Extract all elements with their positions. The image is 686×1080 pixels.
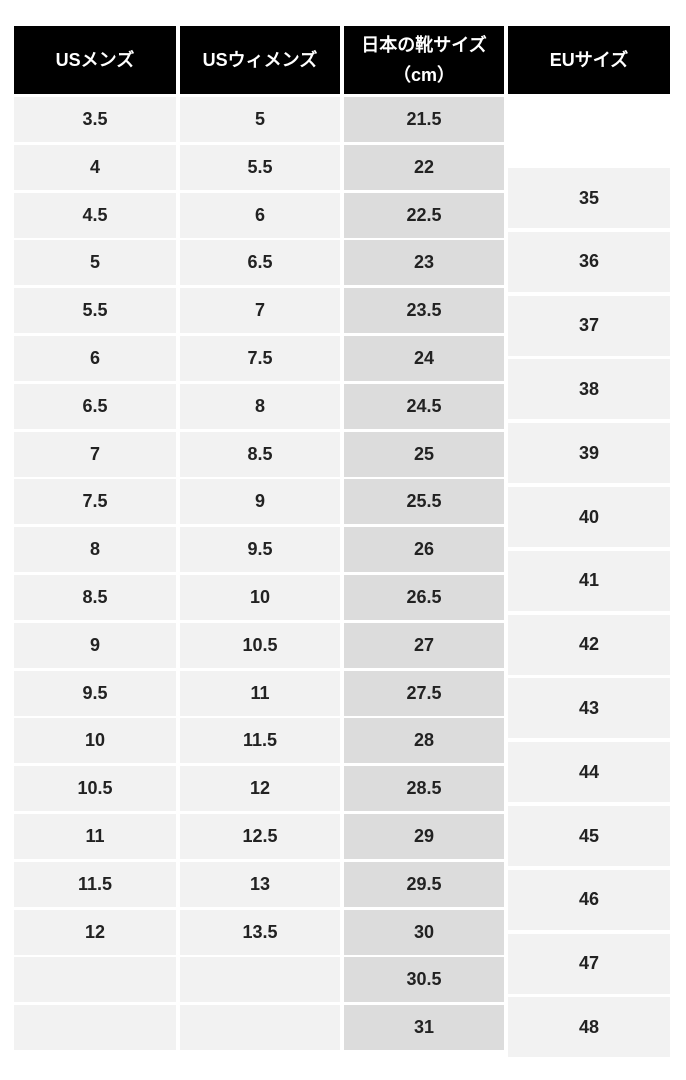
cell-us-mens: 11 (14, 814, 176, 859)
cell-eu: 36 (508, 231, 670, 292)
cell-japan-cm: 28 (344, 718, 504, 764)
cell-eu: 47 (508, 933, 670, 994)
header-label: EUサイズ (549, 50, 629, 70)
cell-us-womens: 9 (180, 479, 340, 525)
cell-eu: 45 (508, 806, 670, 866)
cell-eu: 48 (508, 997, 670, 1058)
cell-japan-cm: 21.5 (344, 97, 504, 142)
cell-japan-cm: 30 (344, 909, 504, 955)
cell-us-womens: 12 (180, 766, 340, 812)
cell-eu: 35 (508, 168, 670, 228)
cell-japan-cm: 25 (344, 431, 504, 477)
cell-eu: 38 (508, 359, 670, 420)
cell-us-womens: 7.5 (180, 336, 340, 381)
cell-us-mens: 12 (14, 909, 176, 955)
cell-us-mens: 5 (14, 240, 176, 286)
cell-us-womens: 11.5 (180, 718, 340, 764)
cell-us-womens: 5 (180, 97, 340, 142)
cell-eu: 39 (508, 423, 670, 484)
cell-us-womens: 8 (180, 383, 340, 429)
cell-us-mens: 8.5 (14, 575, 176, 620)
cell-us-womens: 13 (180, 861, 340, 907)
header-label: USウィメンズ (202, 50, 318, 70)
cell-us-womens: 5.5 (180, 144, 340, 190)
cell-japan-cm: 22.5 (344, 192, 504, 238)
cell-japan-cm: 23.5 (344, 288, 504, 334)
header-us-mens: USメンズ (14, 26, 176, 94)
cell-us-mens: 10 (14, 718, 176, 764)
cell-us-womens: 10.5 (180, 622, 340, 668)
cell-us-womens: 6.5 (180, 240, 340, 286)
header-us-womens: USウィメンズ (180, 26, 340, 94)
cell-us-mens (14, 1005, 176, 1051)
cell-us-womens: 10 (180, 575, 340, 620)
cell-us-mens: 10.5 (14, 766, 176, 812)
cell-us-womens: 12.5 (180, 814, 340, 859)
cell-us-mens: 4 (14, 144, 176, 190)
cell-japan-cm: 24 (344, 336, 504, 381)
cell-eu: 40 (508, 487, 670, 547)
cell-eu: 46 (508, 869, 670, 930)
cell-us-womens: 8.5 (180, 431, 340, 477)
cell-eu: 37 (508, 295, 670, 356)
cell-eu: 44 (508, 742, 670, 803)
header-eu: EUサイズ (508, 26, 670, 94)
cell-us-mens: 11.5 (14, 861, 176, 907)
cell-eu: 43 (508, 678, 670, 739)
cell-japan-cm: 28.5 (344, 766, 504, 812)
cell-japan-cm: 31 (344, 1005, 504, 1051)
cell-japan-cm: 22 (344, 144, 504, 190)
header-unit: （cm） (392, 65, 455, 85)
header-label: 日本の靴サイズ (361, 35, 487, 55)
header-label: USメンズ (55, 50, 135, 70)
cell-japan-cm: 30.5 (344, 957, 504, 1003)
cell-us-womens: 13.5 (180, 909, 340, 955)
cell-us-womens: 11 (180, 670, 340, 716)
cell-us-womens: 6 (180, 192, 340, 238)
cell-eu: 41 (508, 550, 670, 611)
cell-us-womens: 7 (180, 288, 340, 334)
cell-us-mens (14, 957, 176, 1003)
cell-us-mens: 9 (14, 622, 176, 668)
cell-us-mens: 3.5 (14, 97, 176, 142)
cell-us-womens (180, 1005, 340, 1051)
cell-us-mens: 9.5 (14, 670, 176, 716)
cell-us-mens: 7.5 (14, 479, 176, 525)
header-japan-cm: 日本の靴サイズ （cm） (344, 26, 504, 94)
cell-eu: 42 (508, 614, 670, 675)
cell-japan-cm: 27 (344, 622, 504, 668)
cell-japan-cm: 25.5 (344, 479, 504, 525)
cell-us-mens: 5.5 (14, 288, 176, 334)
cell-japan-cm: 29.5 (344, 861, 504, 907)
cell-us-mens: 4.5 (14, 192, 176, 238)
cell-japan-cm: 23 (344, 240, 504, 286)
cell-japan-cm: 27.5 (344, 670, 504, 716)
cell-japan-cm: 29 (344, 814, 504, 859)
cell-japan-cm: 26.5 (344, 575, 504, 620)
cell-japan-cm: 24.5 (344, 383, 504, 429)
cell-japan-cm: 26 (344, 527, 504, 573)
cell-us-mens: 6.5 (14, 383, 176, 429)
cell-us-mens: 7 (14, 431, 176, 477)
cell-us-mens: 6 (14, 336, 176, 381)
cell-us-mens: 8 (14, 527, 176, 573)
cell-us-womens: 9.5 (180, 527, 340, 573)
cell-us-womens (180, 957, 340, 1003)
